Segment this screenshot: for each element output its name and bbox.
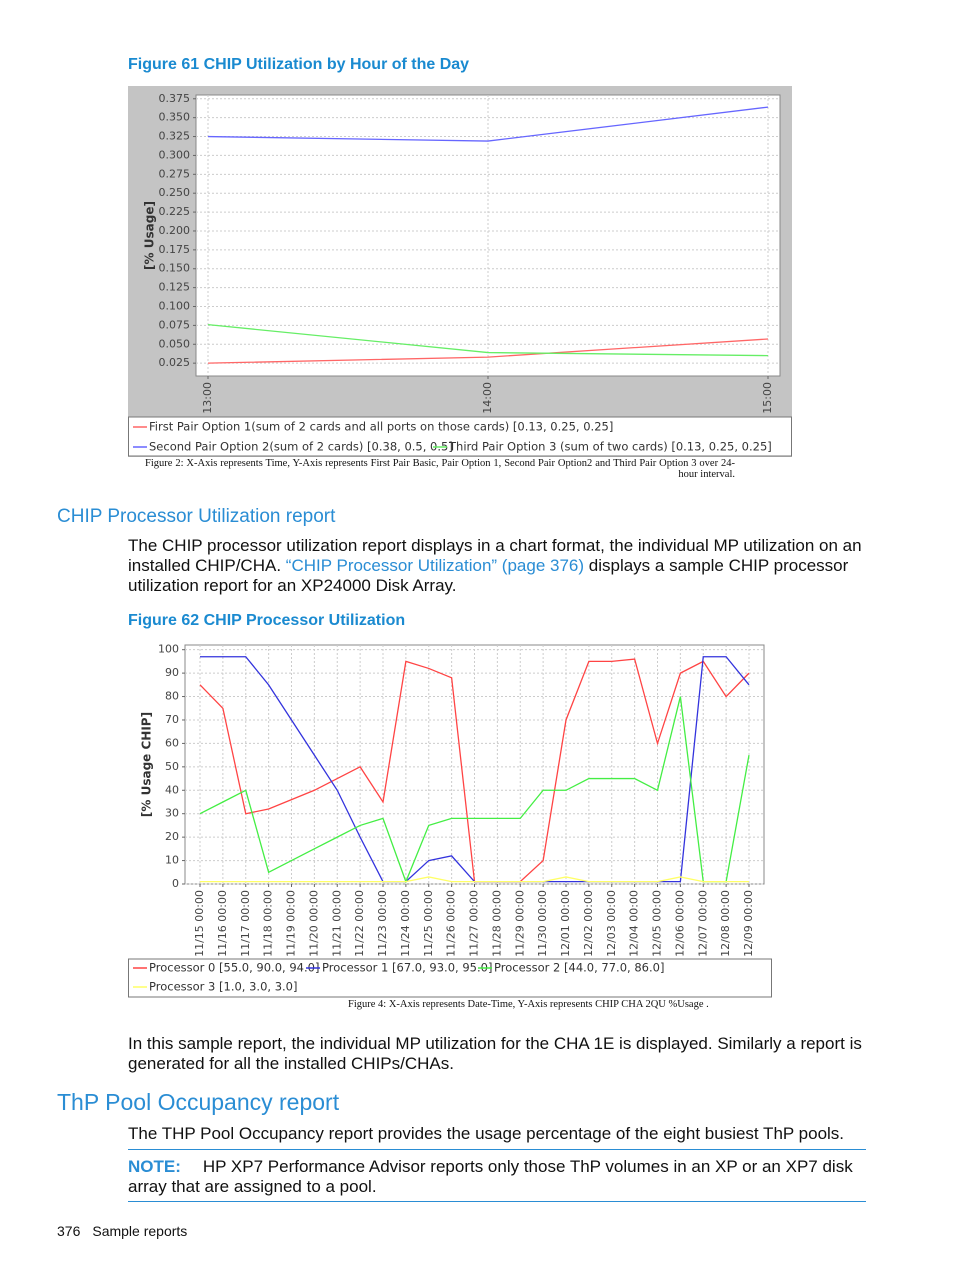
- chart: 0 10 20 30 40 50 60 70 80 90 100 11/15 00:00 11/16 0…: [128, 641, 772, 998]
- paragraph: The CHIP processor utilization report di…: [128, 536, 873, 596]
- y-tick-label: 0.300: [159, 148, 191, 161]
- legend-label: Third Pair Option 3 (sum of two cards) […: [448, 440, 772, 454]
- x-tick-label: 12/01 00:00: [559, 890, 572, 957]
- legend-label: First Pair Option 1(sum of 2 cards and a…: [149, 420, 613, 434]
- figure-title: Figure 62 CHIP Processor Utilization: [128, 612, 406, 629]
- figure-caption: Figure 4: X-Axis represents Date-Time, Y…: [348, 999, 709, 1010]
- section-heading: ThP Pool Occupancy report: [57, 1089, 340, 1115]
- y-tick-label: 0.075: [159, 318, 191, 331]
- x-tick-label: 12/02 00:00: [582, 890, 595, 957]
- x-tick-label: 11/25 00:00: [422, 890, 435, 957]
- text: The CHIP processor utilization report di…: [128, 536, 862, 575]
- y-axis-label: [% Usage CHIP]: [140, 712, 154, 817]
- y-tick-label: 0: [172, 877, 179, 890]
- x-tick-label: 11/28 00:00: [490, 890, 503, 957]
- legend-box: [128, 958, 772, 998]
- section-heading: CHIP Processor Utilization report: [57, 506, 336, 527]
- note-text: HP XP7 Performance Advisor reports only …: [128, 1157, 853, 1196]
- legend-label: Processor 2 [44.0, 77.0, 86.0]: [494, 961, 664, 975]
- x-tick-label: 11/30 00:00: [536, 890, 549, 957]
- link[interactable]: “CHIP Processor Utilization” (page 376): [285, 556, 585, 575]
- y-tick-label: 0.150: [159, 262, 191, 275]
- x-tick-label: 12/03 00:00: [605, 890, 618, 957]
- y-tick-label: 50: [165, 760, 179, 773]
- figure-caption: Figure 2: X-Axis represents Time, Y-Axis…: [145, 458, 735, 480]
- x-tick-label: 12/05 00:00: [651, 890, 664, 957]
- y-tick-label: 100: [158, 643, 179, 656]
- x-tick-label: 11/29 00:00: [513, 890, 526, 957]
- x-tick-label: 12/08 00:00: [719, 890, 732, 957]
- x-tick-label: 11/24 00:00: [399, 890, 412, 957]
- series-line: [207, 338, 769, 364]
- x-tick-label: 11/21 00:00: [330, 890, 343, 957]
- x-tick-label: 11/18 00:00: [262, 890, 275, 957]
- y-tick-label: 0.325: [159, 130, 191, 143]
- y-tick-label: 0.200: [159, 224, 191, 237]
- y-tick-label: 0.025: [159, 356, 191, 369]
- y-tick-label: 0.225: [159, 205, 191, 218]
- paragraph: In this sample report, the individual MP…: [128, 1034, 862, 1073]
- x-tick-label: 11/15 00:00: [193, 890, 206, 957]
- series-line: [207, 106, 769, 142]
- legend-label: Second Pair Option 2(sum of 2 cards) [0.…: [149, 440, 453, 454]
- x-tick-label: 11/19 00:00: [285, 890, 298, 957]
- x-tick-label: 14:00: [481, 382, 494, 414]
- y-tick-label: 30: [165, 807, 179, 820]
- figure-title: Figure 61 CHIP Utilization by Hour of th…: [128, 56, 470, 73]
- note-box: [128, 1149, 866, 1202]
- paragraph: The THP Pool Occupancy report provides t…: [128, 1124, 845, 1143]
- y-tick-label: 70: [165, 713, 179, 726]
- x-tick-label: 15:00: [761, 382, 774, 414]
- x-tick-label: 12/06 00:00: [673, 890, 686, 957]
- x-tick-label: 11/17 00:00: [239, 890, 252, 957]
- y-tick-label: 0.100: [159, 300, 191, 313]
- x-tick-label: 12/07 00:00: [696, 890, 709, 957]
- y-tick-label: 0.275: [159, 167, 191, 180]
- x-tick-label: 11/23 00:00: [376, 890, 389, 957]
- x-tick-label: 11/20 00:00: [307, 890, 320, 957]
- x-tick-label: 12/09 00:00: [742, 890, 755, 957]
- footer: 376 Sample reports: [57, 1223, 187, 1239]
- page-number: 376: [57, 1223, 81, 1239]
- y-tick-label: 0.050: [159, 337, 191, 350]
- x-tick-label: 11/26 00:00: [445, 890, 458, 957]
- note: NOTE: HP XP7 Performance Advisor reports …: [128, 1157, 868, 1197]
- series-line: [200, 876, 749, 883]
- text: displays a sample CHIP processor utiliza…: [128, 556, 849, 595]
- y-tick-label: 90: [165, 666, 179, 679]
- series-line: [207, 323, 769, 357]
- plot-area: [184, 644, 765, 885]
- series-line: [199, 696, 750, 884]
- legend-box: [128, 416, 792, 457]
- chart: 0.025 0.050 0.075 0.100 0.125 0.150 0.175 0.200…: [128, 86, 792, 457]
- y-tick-label: 0.125: [159, 281, 191, 294]
- y-tick-label: 0.375: [159, 92, 191, 105]
- y-tick-label: 60: [165, 736, 179, 749]
- y-tick-label: 0.175: [159, 243, 191, 256]
- y-tick-label: 10: [165, 854, 179, 867]
- legend-label: Processor 3 [1.0, 3.0, 3.0]: [149, 980, 297, 994]
- x-tick-label: 11/27 00:00: [468, 890, 481, 957]
- legend-label: Processor 1 [67.0, 93.0, 95.0]: [322, 961, 492, 975]
- y-tick-label: 0.350: [159, 111, 191, 124]
- x-tick-label: 11/22 00:00: [353, 890, 366, 957]
- footer-section: Sample reports: [92, 1223, 188, 1239]
- y-tick-label: 40: [165, 783, 179, 796]
- y-tick-label: 0.250: [159, 186, 191, 199]
- x-tick-label: 12/04 00:00: [628, 890, 641, 957]
- y-tick-label: 80: [165, 690, 179, 703]
- x-tick-label: 11/16 00:00: [216, 890, 229, 957]
- y-tick-label: 20: [165, 830, 179, 843]
- y-axis-label: [% Usage]: [143, 201, 157, 270]
- x-tick-label: 13:00: [201, 382, 214, 414]
- note-label: NOTE:: [128, 1157, 181, 1176]
- legend-label: Processor 0 [55.0, 90.0, 94.0]: [149, 961, 319, 975]
